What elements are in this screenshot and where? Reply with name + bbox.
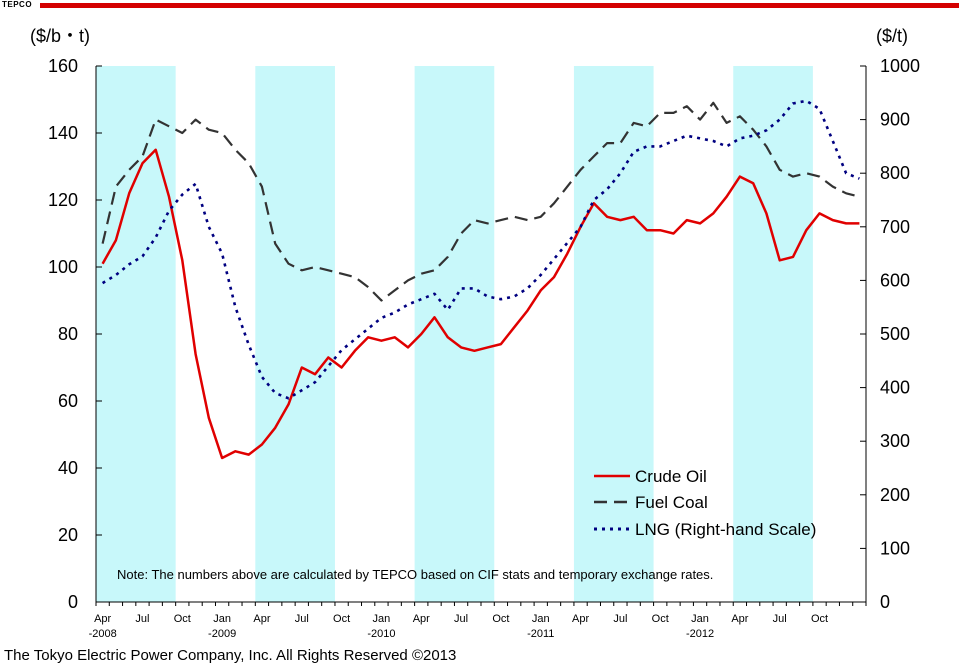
x-tick-label-year: -2008 [89,628,117,640]
left-tick-labels: 0 20 40 60 80 100 120 140 160 [48,56,78,612]
right-tick-label: 1000 [880,56,920,76]
x-tick-label-year: -2011 [527,628,554,640]
shaded-period-1 [255,66,335,602]
copyright-footer: The Tokyo Electric Power Company, Inc. A… [4,647,457,664]
chart-axes [95,65,867,606]
legend-label-lng: LNG (Right-hand Scale) [635,520,816,539]
shaded-period-0 [96,66,176,602]
tepco-logo: TEPCO [2,0,33,9]
left-tick-label: 20 [58,525,78,545]
x-tick-label: Oct [811,613,828,625]
shaded-period-3 [573,66,654,602]
x-tick-label: Jan [373,613,391,625]
x-tick-label-year: -2009 [208,628,236,640]
x-tick-labels: Apr -2008 Jul Oct Jan -2009 Apr Jul Oct Jan -2010 A… [89,613,829,640]
legend-label-fuel-coal: Fuel Coal [635,493,708,512]
legend-label-crude-oil: Crude Oil [635,467,707,486]
x-tick-label-year: -2012 [686,628,714,640]
right-tick-label: 400 [880,378,910,398]
x-tick-label: Jul [135,613,149,625]
right-tick-labels: 0 100 200 300 400 500 600 700 800 900 1000 [880,56,920,612]
x-tick-label: Jul [454,613,468,625]
left-tick-label: 100 [48,257,78,277]
left-tick-label: 40 [58,458,78,478]
left-tick-label: 60 [58,391,78,411]
right-tick-label: 900 [880,110,910,130]
left-tick-label: 0 [68,592,78,612]
left-tick-label: 140 [48,123,78,143]
right-tick-label: 700 [880,217,910,237]
left-tick-label: 120 [48,190,78,210]
right-tick-label: 200 [880,485,910,505]
shaded-periods [96,66,813,602]
series-lines [101,99,860,460]
right-tick-label: 600 [880,270,910,290]
x-tick-label: Jan [213,613,231,625]
x-tick-label: Apr [94,613,111,625]
x-tick-label: Jul [773,613,787,625]
right-tick-label: 100 [880,538,910,558]
legend: Crude Oil Fuel Coal LNG (Right-hand Scal… [594,467,816,539]
right-tick-label: 500 [880,324,910,344]
right-tick-label: 300 [880,431,910,451]
x-tick-label: Oct [333,613,350,625]
left-tick-label: 80 [58,324,78,344]
series-line-lng-right-hand-scale [101,99,860,400]
right-tick-label: 800 [880,163,910,183]
x-tick-label: Oct [652,613,669,625]
left-axis-label: ($/b・t) [30,26,90,46]
right-axis-label: ($/t) [876,26,908,46]
series-line-fuel-coal [101,101,860,302]
x-tick-label: Oct [174,613,191,625]
x-tick-label: Apr [413,613,430,625]
x-tick-label: Jan [532,613,550,625]
series-line-crude-oil [101,148,860,460]
x-tick-label: Jan [691,613,709,625]
x-tick-label-year: -2010 [367,628,395,640]
chart-note: Note: The numbers above are calculated b… [117,567,713,582]
x-tick-label: Oct [492,613,509,625]
red-header-bar [40,3,959,8]
x-tick-label: Apr [731,613,748,625]
shaded-period-4 [733,66,813,602]
x-tick-label: Jul [613,613,627,625]
shaded-period-2 [414,66,495,602]
x-tick-label: Apr [572,613,589,625]
x-tick-label: Jul [295,613,309,625]
x-tick-label: Apr [253,613,270,625]
left-tick-label: 160 [48,56,78,76]
top-banner: TEPCO [0,0,959,10]
right-tick-label: 0 [880,592,890,612]
